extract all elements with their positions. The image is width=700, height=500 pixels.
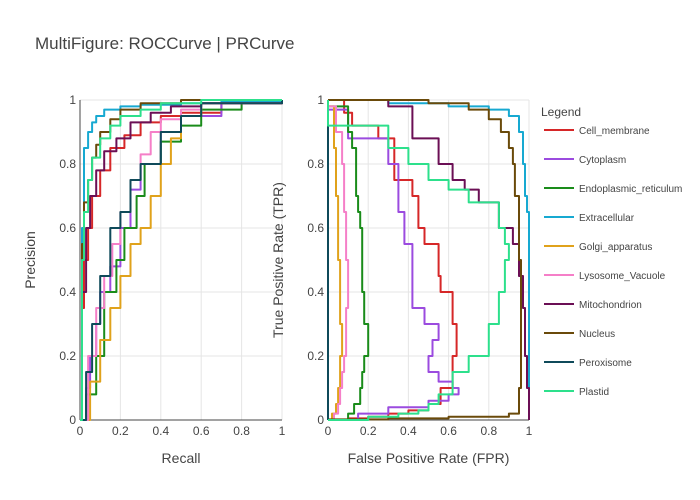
legend-item-plastid[interactable]: Plastid [544,387,609,398]
y-tick-label: 0.4 [59,285,76,299]
x-tick-label: 0 [77,424,84,438]
x-axis-title: Recall [162,450,201,466]
legend-label: Mitochondrion [579,300,642,311]
series-line-golgi-apparatus [327,100,344,421]
figure-title: MultiFigure: ROCCurve | PRCurve [35,34,295,53]
legend-label: Nucleus [579,329,615,340]
legend-label: Cell_membrane [579,126,650,137]
legend-item-endoplasmic-reticulum[interactable]: Endoplasmic_reticulum [544,184,682,195]
y-tick-label: 0.8 [307,157,324,171]
x-tick-label: 0.2 [112,424,129,438]
legend-item-cell-membrane[interactable]: Cell_membrane [544,126,650,137]
series-line-cytoplasm [327,100,460,421]
x-tick-label: 0.6 [440,424,457,438]
legend-item-nucleus[interactable]: Nucleus [544,329,615,340]
legend-item-mitochondrion[interactable]: Mitochondrion [544,300,642,311]
series-line-extracellular [328,99,530,420]
x-tick-label: 0.2 [360,424,377,438]
legend-label: Golgi_apparatus [579,242,652,253]
series-line-lysosome-vacuole [327,100,350,421]
series-line-mitochondrion [80,100,283,421]
x-tick-label: 0.4 [152,424,169,438]
series-line-plastid [80,99,282,421]
y-tick-label: 0.6 [59,221,76,235]
legend-item-lysosome-vacuole[interactable]: Lysosome_Vacuole [544,271,666,282]
legend-label: Peroxisome [579,358,632,369]
legend-item-peroxisome[interactable]: Peroxisome [544,358,632,369]
y-tick-label: 0.8 [59,157,76,171]
y-tick-label: 0.2 [59,349,76,363]
x-tick-label: 0.6 [193,424,210,438]
series-line-plastid [327,100,510,421]
legend-item-extracellular[interactable]: Extracellular [544,213,635,224]
legend-label: Lysosome_Vacuole [579,271,666,282]
legend-title: Legend [541,105,581,119]
legend-label: Extracellular [579,213,635,224]
legend-item-golgi-apparatus[interactable]: Golgi_apparatus [544,242,652,253]
plot-left: 0 0.2 0.4 0.6 0.8 1 0 0.2 0.4 0.6 0.8 1 Recall Precis… [22,93,286,466]
y-tick-label: 0 [317,413,324,427]
x-tick-label: 0.4 [400,424,417,438]
series-line-nucleus [327,99,522,421]
y-tick-label: 0.2 [307,349,324,363]
x-tick-label: 0 [325,424,332,438]
y-axis-title: True Positive Rate (TPR) [270,182,286,338]
x-tick-label: 1 [279,424,286,438]
x-axis-title: False Positive Rate (FPR) [348,450,510,466]
legend-item-cytoplasm[interactable]: Cytoplasm [544,155,626,166]
legend-label: Cytoplasm [579,155,626,166]
y-tick-label: 0.4 [307,285,324,299]
x-tick-label: 0.8 [233,424,250,438]
y-tick-label: 1 [317,93,324,107]
plot-right: 0 0.2 0.4 0.6 0.8 1 0 0.2 0.4 0.6 0.8 1 False Positi… [270,93,533,466]
legend-label: Plastid [579,387,609,398]
legend-label: Endoplasmic_reticulum [579,184,682,195]
series-line-peroxisome [80,100,283,421]
y-tick-label: 0 [69,413,76,427]
x-tick-label: 0.8 [480,424,497,438]
y-tick-label: 1 [69,93,76,107]
series-line-endoplasmic-reticulum [327,100,370,421]
y-axis-title: Precision [22,231,38,289]
legend: Legend Cell_membrane Cytoplasm Endoplasmic_… [541,105,682,398]
y-tick-label: 0.6 [307,221,324,235]
x-tick-label: 1 [526,424,533,438]
